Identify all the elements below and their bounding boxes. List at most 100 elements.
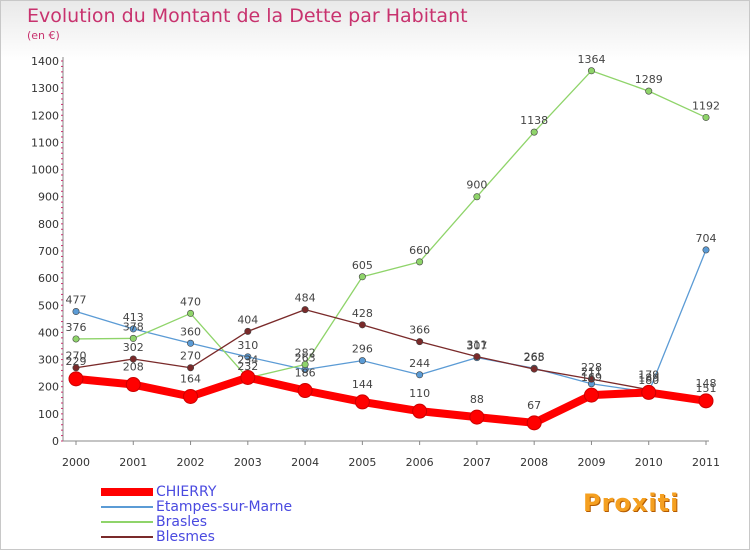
data-point — [583, 387, 599, 403]
series-line-chierry — [72, 373, 710, 427]
x-tick-label: 2007 — [463, 456, 491, 469]
data-point — [72, 364, 80, 372]
data-point — [125, 377, 141, 393]
data-label: 366 — [409, 324, 430, 337]
y-tick-label: 600 — [38, 272, 59, 285]
x-tick-label: 2006 — [406, 456, 434, 469]
data-label: 144 — [352, 378, 373, 391]
data-point — [416, 371, 424, 379]
data-label: 265 — [524, 351, 545, 364]
chart-title: Evolution du Montant de la Dette par Hab… — [27, 5, 468, 27]
y-tick-label: 0 — [52, 435, 59, 448]
legend-swatch — [101, 488, 153, 496]
data-point — [301, 360, 309, 368]
data-label: 484 — [295, 292, 316, 305]
y-tick-label: 200 — [38, 381, 59, 394]
data-point — [240, 369, 256, 385]
data-label: 186 — [295, 367, 316, 380]
y-tick-label: 400 — [38, 326, 59, 339]
axes — [61, 57, 709, 442]
data-point — [72, 308, 80, 316]
data-label: 268 — [524, 350, 545, 363]
data-point — [68, 371, 84, 387]
data-point — [530, 365, 538, 373]
data-labels: 477 413 360 310 263 296 244 307 268 211 180 704 376 3… — [66, 53, 721, 412]
legend-swatch — [101, 506, 153, 508]
series-line-blesmes — [75, 308, 707, 401]
legend-label: Blesmes — [156, 529, 215, 545]
y-axis-unit: (en €) — [27, 29, 60, 42]
proxiti-logo: Proxiti — [583, 489, 680, 517]
data-label: 360 — [180, 325, 201, 338]
data-point — [187, 309, 195, 317]
x-tick-label: 2008 — [520, 456, 548, 469]
data-label: 189 — [638, 372, 659, 385]
data-point — [469, 409, 485, 425]
y-tick-label: 1200 — [31, 109, 59, 122]
y-tick-label: 900 — [38, 191, 59, 204]
data-label: 67 — [527, 399, 541, 412]
data-label: 180 — [638, 374, 659, 387]
data-point — [416, 258, 424, 266]
data-label: 477 — [66, 294, 87, 307]
data-label: 88 — [470, 393, 484, 406]
data-label: 704 — [696, 232, 717, 245]
data-point — [358, 273, 366, 281]
data-label: 307 — [466, 340, 487, 353]
data-label: 270 — [66, 350, 87, 363]
data-label: 234 — [237, 353, 258, 366]
data-label: 229 — [66, 355, 87, 368]
data-point — [530, 128, 538, 136]
data-point — [129, 355, 137, 363]
y-tick-label: 500 — [38, 299, 59, 312]
data-point — [187, 339, 195, 347]
data-point — [416, 338, 424, 346]
data-point — [297, 383, 313, 399]
data-point — [702, 246, 710, 254]
data-label: 164 — [180, 372, 201, 385]
data-point — [354, 394, 370, 410]
data-label: 282 — [295, 346, 316, 359]
data-label: 605 — [352, 259, 373, 272]
legend-label: Etampes-sur-Marne — [156, 499, 293, 515]
data-label: 110 — [409, 387, 430, 400]
data-point — [244, 327, 252, 335]
line-chart: 0 100 200 300 400 500 600 700 800 900 1000 1100 1200… — [31, 53, 721, 469]
data-label: 413 — [123, 311, 144, 324]
x-tick-labels: 2000 2001 2002 2003 2004 2005 2006 2007 2008 2009… — [62, 441, 720, 469]
data-point — [183, 388, 199, 404]
y-tick-label: 800 — [38, 218, 59, 231]
data-point — [412, 403, 428, 419]
data-label: 404 — [237, 313, 258, 326]
data-point — [358, 321, 366, 329]
data-label: 376 — [66, 321, 87, 334]
legend-label: Brasles — [156, 514, 208, 530]
y-tick-labels: 0 100 200 300 400 500 600 700 800 900 1000 1100 1200… — [31, 55, 59, 448]
y-tick-label: 1100 — [31, 136, 59, 149]
data-label: 270 — [180, 350, 201, 363]
data-label: 1364 — [577, 53, 605, 66]
data-label: 232 — [237, 360, 258, 373]
data-label: 378 — [123, 320, 144, 333]
x-tick-label: 2001 — [119, 456, 147, 469]
data-label: 311 — [466, 339, 487, 352]
x-tick-label: 2005 — [348, 456, 376, 469]
data-label: 151 — [696, 382, 717, 395]
data-label: 302 — [123, 341, 144, 354]
x-tick-label: 2000 — [62, 456, 90, 469]
data-point — [645, 87, 653, 95]
data-label: 310 — [237, 339, 258, 352]
data-label: 1138 — [520, 114, 548, 127]
data-label: 228 — [581, 361, 602, 374]
x-tick-label: 2004 — [291, 456, 319, 469]
legend-swatch — [101, 521, 153, 523]
y-tick-label: 1300 — [31, 82, 59, 95]
data-label: 244 — [409, 357, 430, 370]
data-point — [702, 113, 710, 121]
data-point — [72, 335, 80, 343]
x-tick-label: 2003 — [234, 456, 262, 469]
data-label: 211 — [581, 366, 602, 379]
data-label: 148 — [696, 377, 717, 390]
data-label: 428 — [352, 307, 373, 320]
